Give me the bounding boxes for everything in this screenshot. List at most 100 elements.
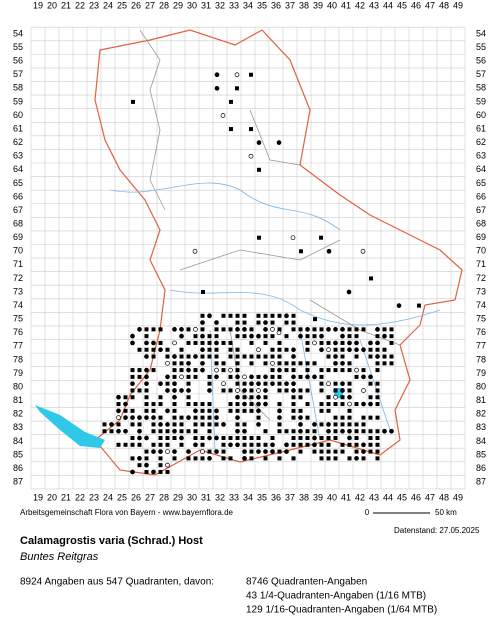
- summary: 8924 Angaben aus 547 Quadranten, davon:: [20, 577, 214, 588]
- dot: [123, 428, 128, 434]
- dot: [417, 303, 421, 308]
- column-label: 34: [243, 492, 253, 502]
- dot: [298, 436, 303, 440]
- column-label: 47: [425, 0, 435, 10]
- dot: [249, 402, 254, 407]
- column-label: 34: [243, 0, 253, 10]
- row-label: 79: [13, 368, 23, 378]
- dot: [109, 422, 114, 427]
- dot: [137, 456, 142, 461]
- dot: [249, 449, 254, 454]
- dot: [333, 368, 338, 373]
- dot: [144, 408, 149, 413]
- dot: [298, 361, 303, 366]
- dot: [270, 327, 275, 332]
- dot: [242, 436, 247, 440]
- dot: [347, 456, 352, 461]
- dot: [277, 374, 282, 379]
- dot: [130, 415, 135, 420]
- dot: [151, 327, 156, 332]
- credit: Arbeitsgemeinschaft Flora von Bayern - w…: [20, 508, 234, 517]
- dot: [158, 436, 163, 440]
- dot: [312, 449, 317, 454]
- dot: [347, 408, 352, 413]
- dot: [242, 313, 247, 318]
- dot: [354, 374, 359, 379]
- dot: [375, 334, 380, 339]
- dot: [257, 167, 261, 172]
- row-label: 77: [13, 341, 23, 351]
- dot: [368, 381, 373, 386]
- dot: [186, 388, 191, 393]
- dot: [144, 469, 149, 474]
- dot: [347, 435, 352, 441]
- dot: [263, 334, 268, 339]
- dot: [214, 415, 219, 420]
- dot: [158, 449, 163, 454]
- dot: [319, 368, 324, 373]
- row-label: 74: [13, 300, 23, 310]
- dot: [319, 235, 323, 240]
- dot: [221, 313, 226, 318]
- column-label: 44: [383, 0, 393, 10]
- dot: [151, 422, 156, 427]
- dot: [340, 388, 345, 393]
- dot: [333, 388, 338, 393]
- dot: [389, 361, 394, 366]
- dot: [172, 327, 177, 332]
- dot: [165, 381, 170, 386]
- dot: [361, 368, 366, 373]
- dot: [172, 361, 177, 366]
- dot: [207, 334, 212, 339]
- dot: [193, 442, 198, 448]
- dot: [291, 436, 296, 440]
- dot: [193, 368, 198, 373]
- dot: [116, 428, 121, 434]
- row-label: 70: [476, 246, 486, 256]
- dot: [221, 436, 226, 440]
- dot: [228, 354, 233, 359]
- dot: [305, 429, 310, 434]
- dot: [235, 415, 240, 420]
- dot: [284, 388, 289, 393]
- dot: [172, 456, 177, 461]
- dot: [249, 340, 254, 345]
- dot: [270, 442, 275, 448]
- dot: [256, 333, 261, 339]
- dot: [326, 456, 331, 461]
- dot: [270, 313, 275, 318]
- dot: [326, 354, 331, 359]
- dot: [340, 340, 345, 345]
- dot: [340, 395, 345, 400]
- dot: [221, 442, 226, 447]
- row-label: 85: [13, 449, 23, 459]
- dot: [312, 435, 317, 441]
- dot: [277, 340, 282, 345]
- column-label: 39: [313, 492, 323, 502]
- dot: [276, 140, 282, 145]
- dot: [221, 422, 226, 427]
- dot: [389, 334, 394, 339]
- dot: [151, 449, 156, 454]
- dot: [200, 456, 205, 461]
- dot: [235, 436, 240, 440]
- dot: [284, 368, 289, 373]
- dot: [361, 456, 366, 461]
- dot: [235, 354, 240, 359]
- dot: [361, 388, 366, 393]
- dot: [263, 388, 268, 393]
- dot: [312, 442, 317, 448]
- dot: [319, 422, 324, 427]
- dot: [263, 395, 268, 400]
- dot: [256, 140, 262, 145]
- dot: [123, 401, 128, 407]
- column-label: 33: [229, 492, 239, 502]
- row-label: 61: [476, 123, 486, 133]
- dot: [200, 360, 205, 366]
- dot: [319, 436, 324, 440]
- dot: [270, 354, 275, 359]
- row-label: 65: [13, 178, 23, 188]
- dot: [228, 367, 233, 373]
- dot: [151, 402, 156, 407]
- row-label: 56: [476, 56, 486, 66]
